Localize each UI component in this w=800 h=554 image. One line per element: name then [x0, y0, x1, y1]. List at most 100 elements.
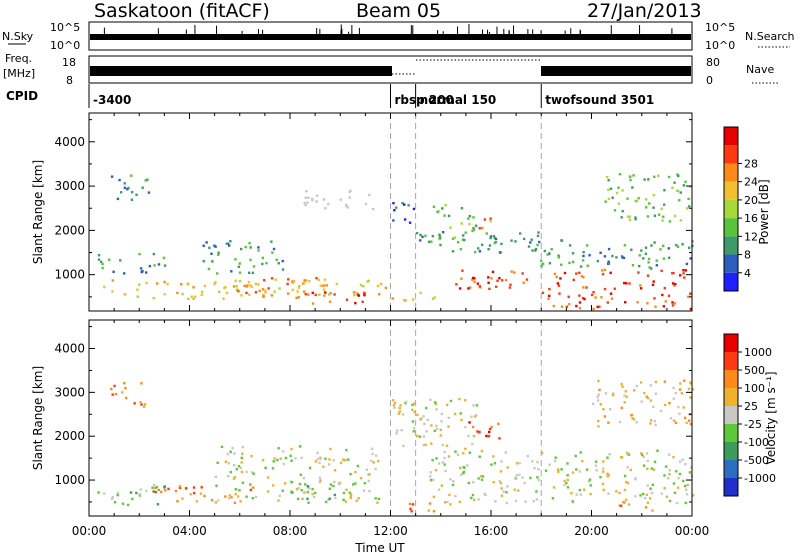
data-cell — [113, 501, 117, 504]
data-cell — [313, 491, 317, 495]
velocity-panel: 1000 2000 3000 4000 Slant Range [km] 1000 50… — [31, 319, 778, 554]
data-cell — [266, 490, 270, 493]
data-cell — [371, 452, 374, 456]
data-cell — [689, 422, 693, 426]
data-cell — [687, 387, 691, 390]
data-cell — [265, 261, 268, 265]
data-cell — [200, 290, 204, 294]
data-cell — [356, 464, 360, 468]
data-cell — [624, 301, 627, 304]
data-cell — [648, 202, 651, 205]
data-cell — [624, 480, 628, 484]
data-cell — [135, 491, 138, 495]
data-cell — [304, 196, 307, 199]
data-cell — [282, 450, 285, 453]
data-cell — [122, 272, 126, 275]
data-cell — [429, 475, 432, 478]
data-cell — [628, 215, 631, 218]
data-cell — [245, 470, 248, 474]
data-cell — [682, 479, 685, 483]
data-cell — [649, 419, 653, 422]
data-cell — [517, 489, 520, 492]
data-cell — [606, 475, 609, 478]
data-cell — [568, 244, 572, 247]
data-cell — [623, 244, 627, 247]
data-cell — [302, 290, 306, 293]
data-cell — [599, 475, 602, 479]
data-cell — [581, 460, 584, 463]
data-cell — [190, 295, 193, 298]
data-cell — [348, 491, 352, 494]
data-cell — [311, 291, 314, 295]
data-cell — [217, 253, 220, 257]
data-cell — [468, 421, 471, 424]
data-cell — [620, 382, 623, 386]
data-cell — [678, 388, 682, 391]
data-cell — [302, 476, 306, 480]
data-cell — [423, 422, 426, 426]
data-cell — [398, 406, 401, 410]
data-cell — [322, 288, 326, 291]
data-cell — [640, 400, 643, 403]
colorbar-segment — [724, 254, 738, 273]
data-cell — [258, 289, 261, 293]
data-cell — [650, 467, 654, 470]
data-cell — [199, 492, 203, 495]
data-cell — [306, 490, 309, 494]
data-cell — [376, 501, 379, 504]
data-cell — [611, 196, 614, 199]
data-cell — [546, 253, 549, 256]
data-cell — [559, 277, 562, 280]
data-cell — [435, 427, 439, 431]
data-cell — [298, 482, 302, 486]
data-cell — [550, 247, 553, 251]
data-cell — [663, 403, 667, 407]
data-cell — [628, 218, 632, 221]
data-cell — [618, 420, 622, 424]
colorbar-segment — [724, 127, 738, 146]
data-cell — [492, 235, 496, 238]
data-cell — [329, 483, 333, 486]
data-cell — [502, 490, 505, 493]
data-cell — [628, 282, 631, 285]
data-cell — [626, 452, 629, 456]
data-cell — [657, 213, 661, 216]
data-cell — [565, 305, 569, 308]
data-cell — [634, 217, 637, 221]
data-cell — [123, 186, 127, 190]
data-cell — [254, 495, 258, 499]
data-cell — [461, 234, 465, 237]
data-cell — [602, 488, 605, 492]
data-cell — [402, 444, 405, 448]
data-cell — [429, 398, 432, 402]
data-cell — [506, 466, 509, 469]
data-cell — [195, 500, 199, 503]
data-cell — [273, 457, 276, 460]
data-cell — [548, 252, 551, 255]
data-cell — [468, 222, 471, 226]
cpid-label: CPID — [6, 89, 38, 103]
data-cell — [101, 262, 104, 266]
data-cell — [578, 294, 581, 297]
data-cell — [492, 455, 495, 458]
data-cell — [684, 462, 687, 466]
data-cell — [306, 293, 310, 296]
data-cell — [213, 282, 216, 286]
data-cell — [673, 214, 677, 218]
data-cell — [447, 455, 451, 458]
data-cell — [203, 494, 206, 498]
data-cell — [159, 490, 163, 494]
data-cell — [659, 248, 662, 251]
colorbar-segment — [724, 478, 738, 496]
data-cell — [287, 292, 290, 295]
data-cell — [307, 501, 310, 504]
data-cell — [464, 425, 467, 429]
data-cell — [290, 490, 293, 493]
data-cell — [681, 458, 684, 461]
data-cell — [634, 216, 637, 219]
data-cell — [684, 180, 687, 184]
data-cell — [687, 197, 690, 201]
data-cell — [277, 262, 280, 265]
data-cell — [575, 468, 578, 471]
data-cell — [216, 461, 219, 465]
